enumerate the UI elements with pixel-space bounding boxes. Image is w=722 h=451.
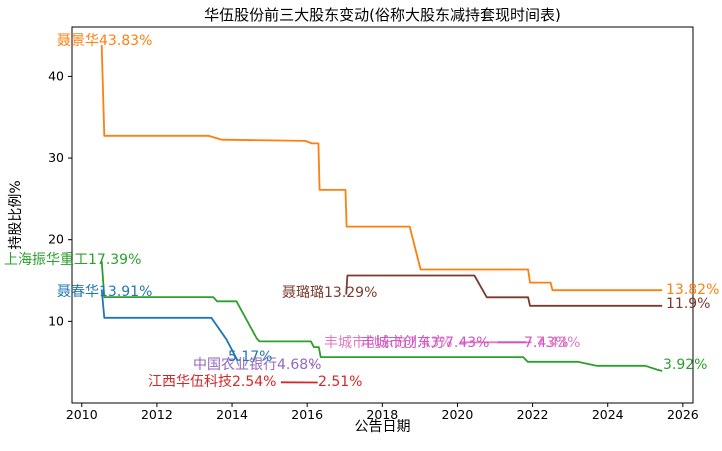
y-tick-label: 10 [48, 313, 64, 328]
series-annotation: 2.51% [318, 374, 362, 390]
x-tick-label: 2020 [442, 407, 474, 422]
series-annotation: 3.92% [663, 357, 707, 373]
x-tick-label: 2012 [141, 407, 173, 422]
chart-title: 华伍股份前三大股东变动(俗称大股东减持套现时间表) [204, 6, 561, 24]
series-annotation: 7.43% [536, 335, 580, 351]
series-annotation: 丰城市创东方7.43% [361, 334, 489, 351]
series-annotation: 中国农业银行4.68% [193, 357, 321, 373]
x-tick-label: 2016 [291, 407, 323, 422]
x-tick-label: 2018 [366, 407, 398, 422]
series-line [100, 260, 663, 372]
x-tick-label: 2022 [517, 407, 549, 422]
series-annotation: 11.9% [666, 296, 710, 312]
series-annotation: 7.43% [524, 335, 568, 351]
x-tick-label: 2026 [667, 407, 699, 422]
series-line [100, 289, 239, 362]
series-annotation: 13.82% [666, 282, 719, 298]
series-annotation: 江西华伍科技2.54% [148, 374, 276, 390]
series-line [100, 45, 663, 292]
x-tick-label: 2024 [592, 407, 624, 422]
series-line [345, 274, 663, 307]
series-annotation: 聂璐璐13.29% [282, 285, 377, 301]
x-tick-label: 2014 [216, 407, 248, 422]
series-annotation: 聂春华13.91% [57, 284, 152, 300]
series-annotation: 聂景华43.83% [57, 33, 152, 49]
series-annotation: 5.17% [228, 349, 272, 365]
series-annotation: 丰城市创东方7.43% [324, 334, 452, 351]
y-tick-label: 30 [48, 150, 64, 165]
y-tick-label: 40 [48, 68, 64, 83]
x-axis-label: 公告日期 [354, 419, 411, 435]
series-annotation: 上海振华重工17.39% [4, 252, 141, 268]
x-tick-label: 2010 [66, 407, 98, 422]
y-tick-label: 20 [48, 232, 64, 247]
